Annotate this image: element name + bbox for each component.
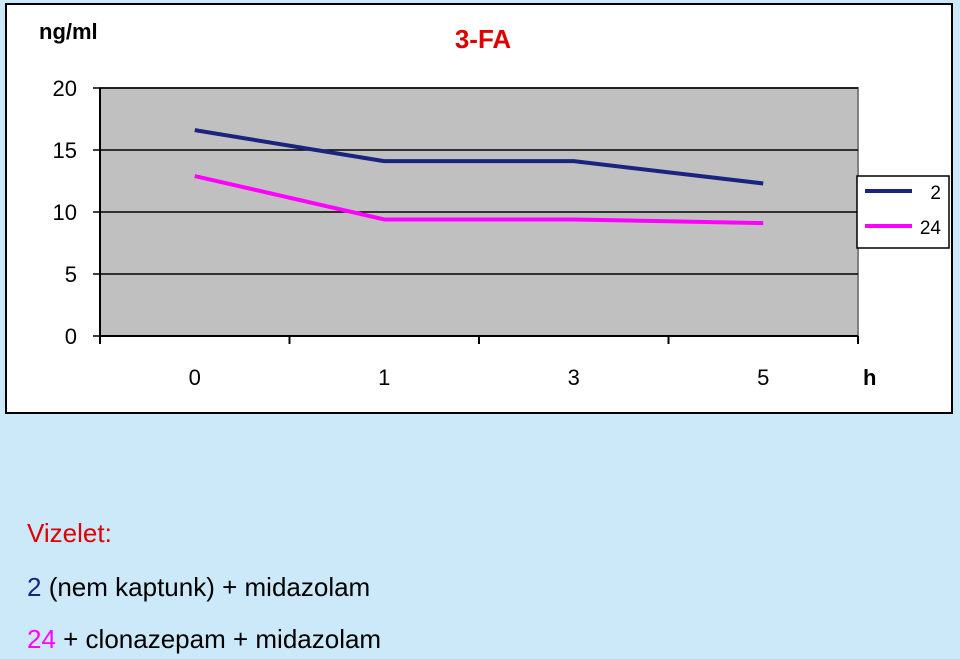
caption-text-24: + clonazepam + midazolam [55,624,382,654]
legend-label-2: 2 [930,183,941,204]
y-axis-title: ng/ml [39,19,98,44]
caption-title: Vizelet: [27,518,112,548]
x-tick-label-1: 1 [378,365,390,390]
caption-line-2: 2 (nem kaptunk) + midazolam [27,572,370,602]
series-line-2 [194,128,764,186]
y-tick-label-20: 20 [53,76,77,101]
x-tick-label-5: 5 [757,365,769,390]
caption-key-24: 24 [27,624,56,654]
y-tick-label-10: 10 [53,200,77,225]
y-tick-label-5: 5 [65,262,77,287]
line-chart: 0 5 10 15 20 0 1 3 5 ng/ml h 3-FA 2 24 [39,19,950,390]
chart-title: 3-FA [455,24,512,54]
y-tick-label-15: 15 [53,138,77,163]
series-line-24 [194,174,764,226]
caption-line-24: 24 + clonazepam + midazolam [27,624,381,654]
x-tick-label-3: 3 [568,365,580,390]
x-axis-title: h [863,365,876,390]
y-tick-label-0: 0 [65,324,77,349]
legend-label-24: 24 [920,218,942,239]
caption-text-2: (nem kaptunk) + midazolam [41,572,371,602]
x-tick-label-0: 0 [189,365,201,390]
legend-box [856,175,950,249]
chart-panel: 0 5 10 15 20 0 1 3 5 ng/ml h 3-FA 2 24 [5,3,953,414]
caption-title-text: Vizelet: [27,518,112,548]
caption-key-2: 2 [27,572,42,602]
